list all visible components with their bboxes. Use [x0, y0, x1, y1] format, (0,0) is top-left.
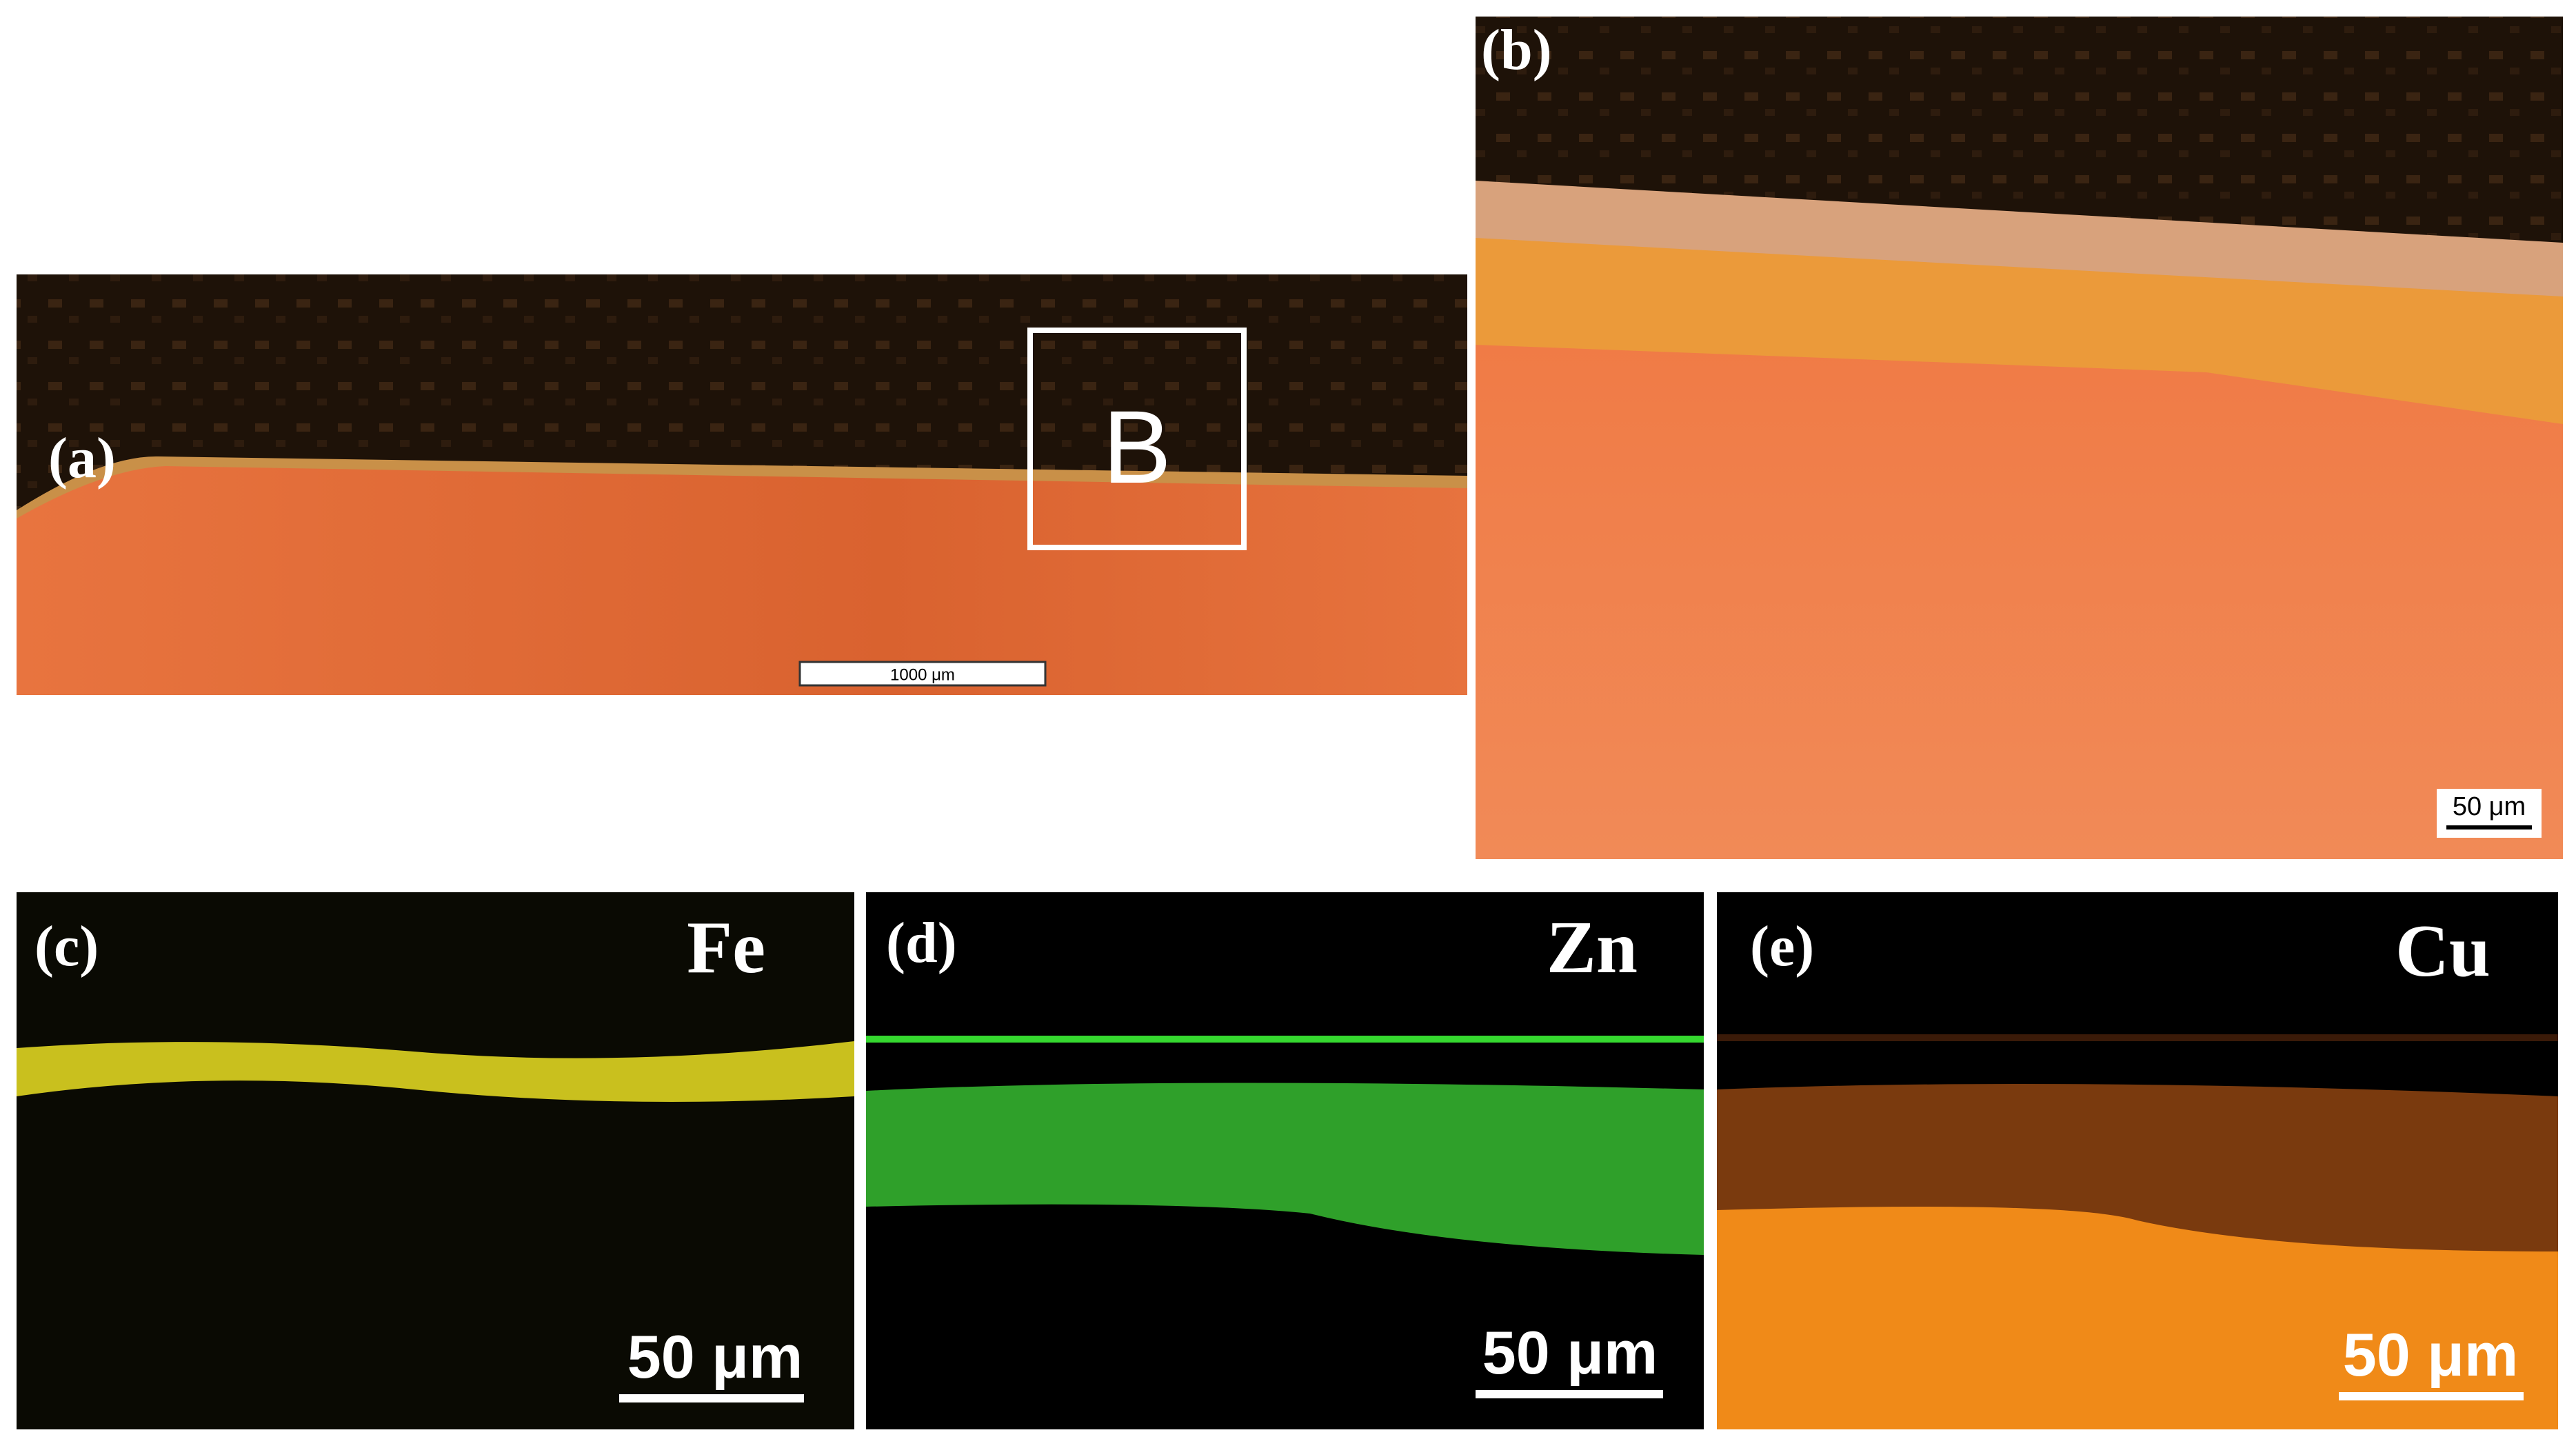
scale-label: 50 μm: [627, 1323, 803, 1391]
scale-label: 50 μm: [2453, 792, 2526, 821]
element-label: Fe: [687, 907, 765, 989]
panel-label: (b): [1481, 18, 1552, 82]
panel-label: (c): [34, 914, 99, 978]
box-label: B: [1103, 389, 1171, 505]
background: [17, 892, 854, 1429]
fe-band: [17, 1041, 854, 1102]
zn-band: [866, 1083, 1704, 1255]
panel-e: (e) Cu 50 μm: [1717, 892, 2558, 1429]
scale-label: 50 μm: [1482, 1318, 1658, 1387]
panel-label: (d): [886, 911, 957, 975]
cu-trace: [1717, 1034, 2558, 1041]
zn-line: [866, 1036, 1704, 1043]
cu-bulk: [1717, 1207, 2558, 1429]
panel-b: 50 μm (b): [1476, 17, 2563, 859]
scale-bar: [619, 1394, 804, 1402]
panel-label: (e): [1750, 914, 1814, 978]
scale-label: 1000 μm: [890, 665, 955, 684]
scale-bar: [798, 661, 1047, 687]
substrate: [17, 466, 1467, 695]
scale-label: 50 μm: [2343, 1320, 2518, 1389]
panel-d: (d) Zn 50 μm: [866, 892, 1704, 1429]
element-label: Zn: [1547, 907, 1638, 989]
element-label: Cu: [2395, 910, 2491, 992]
panel-label: (a): [48, 426, 116, 490]
scale-bar: [2339, 1392, 2524, 1400]
zoom-box: [1027, 328, 1247, 550]
panel-c: (c) Fe 50 μm: [17, 892, 854, 1429]
scale-box: [2437, 789, 2542, 838]
substrate: [1476, 345, 2563, 859]
panel-a: B 1000 μm (a): [17, 274, 1467, 695]
scale-bar: [1476, 1390, 1663, 1398]
